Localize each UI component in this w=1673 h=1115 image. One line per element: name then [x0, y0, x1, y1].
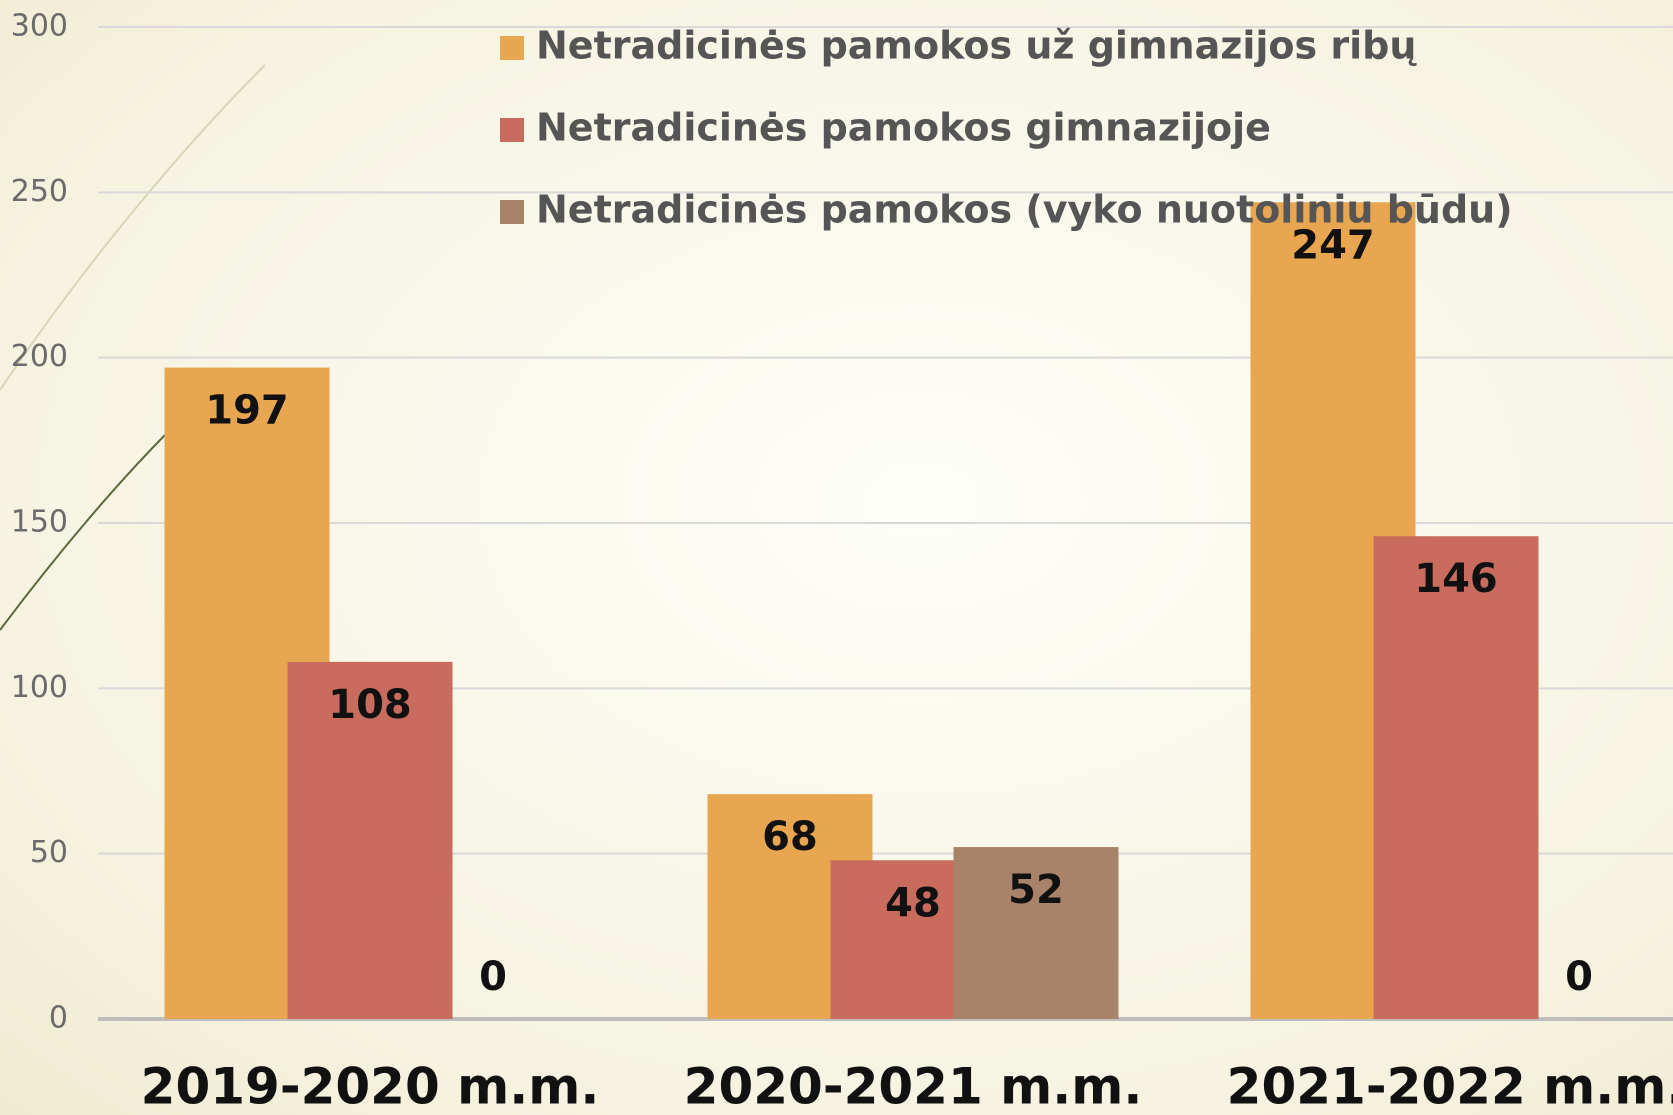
- x-tick-label: 2021-2022 m.m.: [1227, 1058, 1673, 1115]
- data-label: 52: [1008, 867, 1064, 913]
- y-tick-label: 0: [49, 1001, 68, 1036]
- x-tick-label: 2020-2021 m.m.: [684, 1058, 1143, 1115]
- y-tick-label: 300: [11, 9, 68, 44]
- decor-curve: [0, 64, 266, 391]
- y-tick-label: 50: [30, 835, 68, 870]
- data-label: 0: [1565, 954, 1593, 1000]
- legend-swatch: [500, 200, 524, 224]
- data-label: 247: [1291, 222, 1375, 268]
- data-label: 197: [205, 388, 289, 434]
- data-label: 0: [479, 954, 507, 1000]
- data-label: 146: [1414, 556, 1498, 602]
- bar: [953, 847, 1119, 1019]
- legend-label: Netradicinės pamokos gimnazijoje: [536, 106, 1271, 150]
- data-label: 48: [885, 880, 941, 926]
- y-tick-label: 100: [11, 670, 68, 705]
- data-label: 108: [328, 682, 412, 728]
- legend-swatch: [500, 118, 524, 142]
- bar: [1373, 536, 1539, 1019]
- legend-label: Netradicinės pamokos už gimnazijos ribų: [536, 24, 1417, 68]
- legend-swatch: [500, 36, 524, 60]
- y-tick-label: 150: [11, 505, 68, 540]
- y-tick-label: 200: [11, 339, 68, 374]
- x-tick-label: 2019-2020 m.m.: [141, 1058, 600, 1115]
- data-label: 68: [762, 814, 818, 860]
- legend-label: Netradicinės pamokos (vyko nuotoliniu bū…: [536, 188, 1513, 232]
- bar: [287, 661, 453, 1019]
- y-tick-label: 250: [11, 174, 68, 209]
- decor-curve: [0, 429, 171, 631]
